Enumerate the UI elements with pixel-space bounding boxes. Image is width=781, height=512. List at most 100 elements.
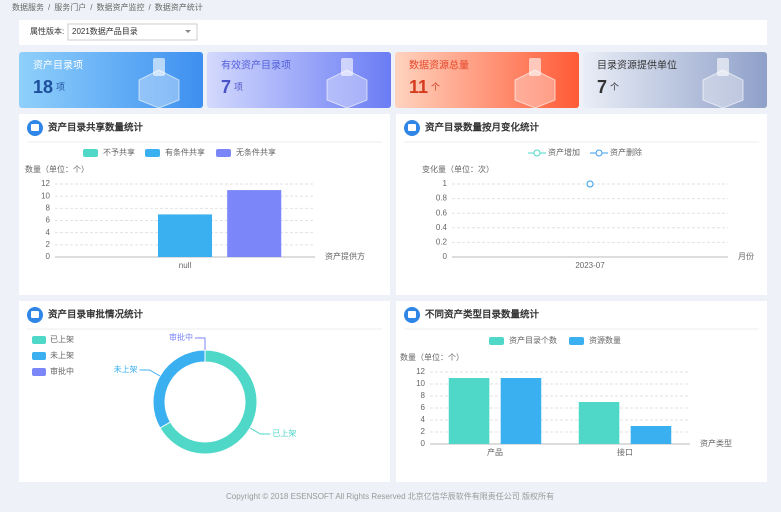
bar [227,190,282,257]
x-tick-label: 接口 [617,447,633,457]
leader-line [139,369,161,377]
crumb-item: 数据资产监控 [96,2,144,12]
y-tick-label: 12 [41,179,50,188]
separator: / [148,3,151,12]
legend-label: 资产目录个数 [509,335,557,345]
y-tick-label: 6 [46,216,51,225]
card-unit: 个 [610,82,619,92]
y-tick-label: 4 [46,228,51,237]
card-title: 数据资源总量 [409,59,469,72]
y-tick-label: 0.8 [436,194,448,203]
card-number: 11 [409,77,428,97]
y-axis-title: 数量（单位：个） [25,164,89,174]
card-number: 18 [33,77,53,97]
card-title: 资产目录项 [33,59,83,72]
x-axis-title: 月份 [738,251,754,261]
footer: Copyright © 2018 ESENSOFT All Rights Res… [226,491,554,501]
x-tick-label: 产品 [487,447,503,457]
leader-line [249,427,271,435]
breadcrumb: 数据服务 / 服务门户 / 数据资产监控 / 数据资产统计 [12,2,203,12]
card-unit: 个 [431,82,440,92]
legend-icon [83,149,98,157]
slice-label: 已上架 [272,429,296,438]
crumb-item: 服务门户 [54,2,86,12]
y-axis-title: 变化量（单位：次） [422,164,494,174]
y-tick-label: 8 [421,391,426,400]
panel [396,114,767,295]
y-tick-label: 0.2 [436,238,448,247]
panel-title: 资产目录共享数量统计 [48,122,144,134]
select-arrow [185,30,191,33]
legend-label: 资产删除 [610,147,642,157]
panel-icon [31,311,39,318]
panel-icon [408,124,416,131]
legend-label: 审批中 [50,366,74,376]
y-tick-label: 0.6 [436,208,448,217]
x-tick-label: 2023-07 [575,261,605,270]
legend-icon [216,149,231,157]
slice-label: 未上架 [114,364,138,374]
card-number: 7 [597,77,607,97]
card-value: 11 个 [409,77,440,97]
version-select[interactable] [67,23,198,41]
card-title: 有效资产目录项 [221,59,291,72]
card-icon [153,58,165,76]
x-tick-label: null [179,261,192,270]
y-tick-label: 2 [46,240,51,249]
legend-label: 资产增加 [548,147,580,157]
panel-icon [408,311,416,318]
legend-icon [145,149,160,157]
y-tick-label: 6 [421,403,426,412]
legend-icon [533,149,541,157]
legend-label: 不予共享 [103,147,135,157]
slice-label: 审批中 [169,332,193,342]
y-tick-label: 12 [416,367,425,376]
y-tick-label: 10 [41,191,50,200]
panel-title: 不同资产类型目录数量统计 [425,309,540,321]
point [586,180,594,188]
card-value: 18 项 [33,77,65,97]
pie-slice [152,349,206,429]
filter-label: 属性版本: [30,26,64,36]
card-unit: 项 [234,82,243,92]
bar [500,378,542,444]
separator: / [48,3,51,12]
legend-icon [32,336,46,344]
card-icon [529,58,541,76]
legend-icon [489,337,504,345]
legend-label: 资源数量 [589,335,621,345]
y-tick-label: 10 [416,379,425,388]
panel [19,301,390,482]
y-axis-title: 数量（单位：个） [400,352,464,362]
legend-label: 无条件共享 [236,147,276,157]
y-tick-label: 8 [46,203,51,212]
panel [19,114,390,295]
card-title: 目录资源提供单位 [597,59,677,72]
leader-line [195,337,206,350]
card-icon [341,58,353,76]
y-tick-label: 0 [443,252,448,261]
bar [578,402,620,444]
card-icon [717,58,729,76]
pie-slice [159,349,258,455]
crumb-item: 数据服务 [12,2,44,12]
panel-title: 资产目录数量按月变化统计 [425,122,540,134]
panel-icon [31,124,39,131]
legend-label: 未上架 [50,350,74,360]
y-tick-label: 2 [421,427,426,436]
bar [157,214,213,257]
y-tick-label: 0 [421,439,426,448]
card-unit: 项 [56,82,65,92]
legend-label: 有条件共享 [165,147,205,157]
legend-icon [595,149,603,157]
select-value: 2021数据产品目录 [72,26,138,36]
bar [448,378,490,444]
y-tick-label: 0 [46,252,51,261]
legend-icon [32,368,46,376]
separator: / [90,3,93,12]
